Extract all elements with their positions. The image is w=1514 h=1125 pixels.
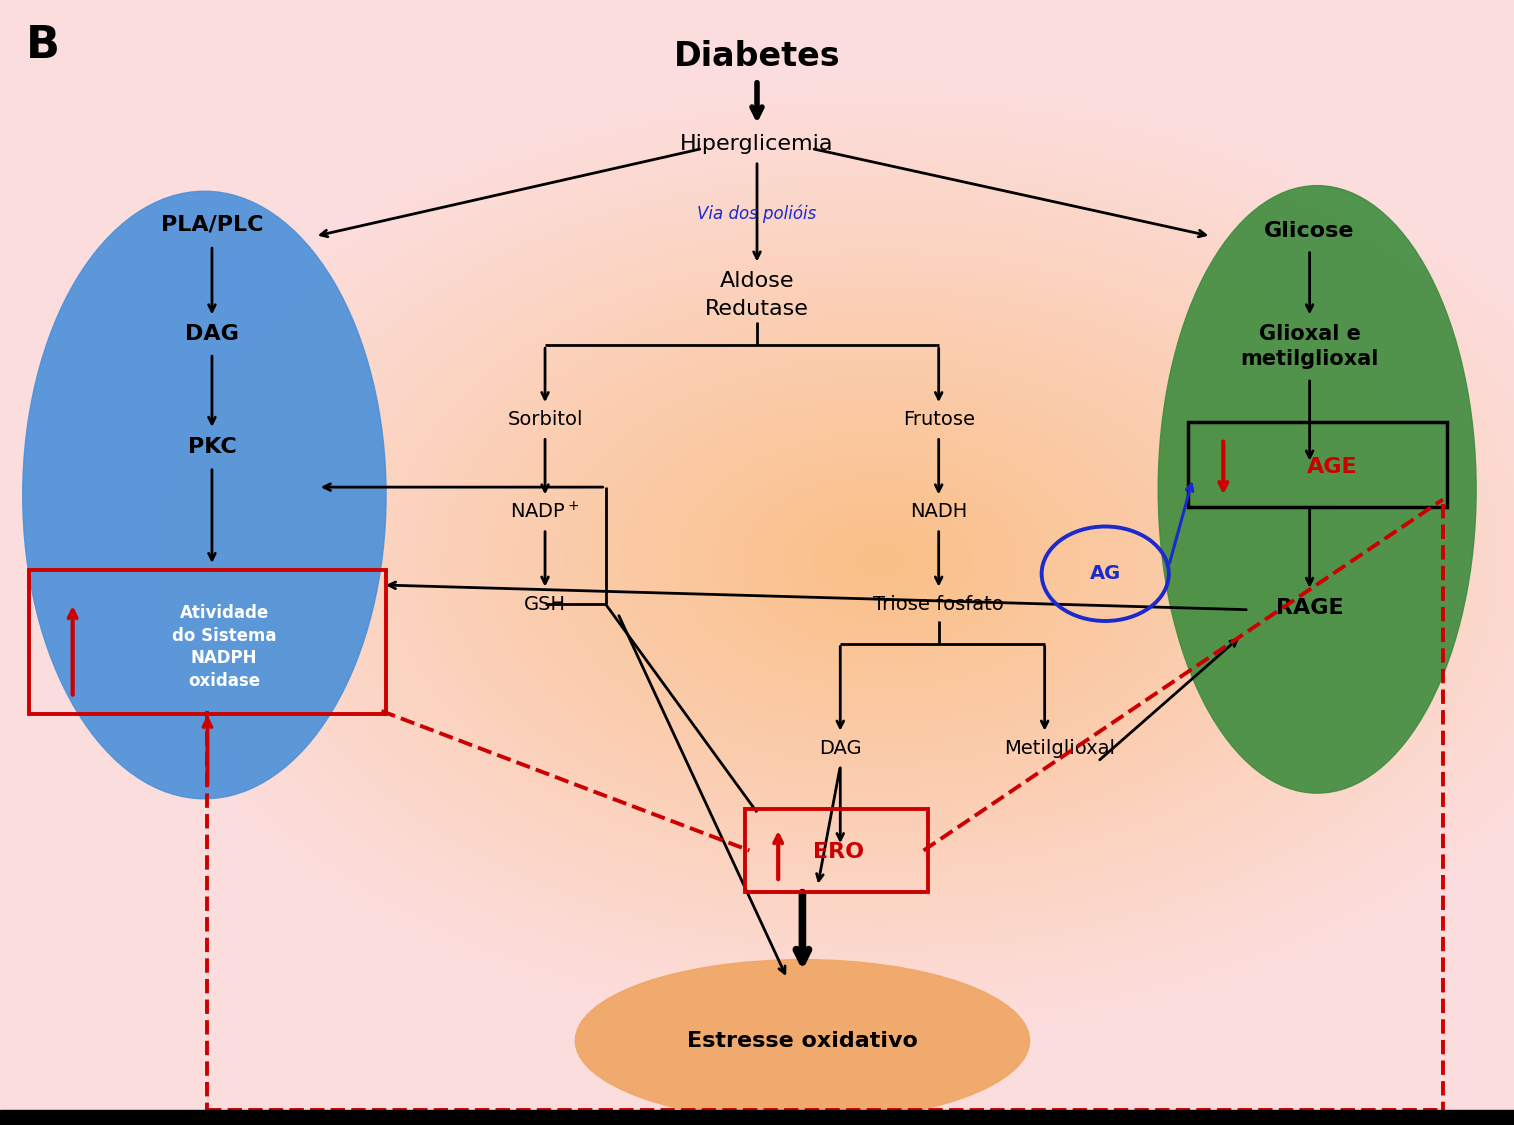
Text: DAG: DAG (185, 324, 239, 344)
Text: ERO: ERO (813, 842, 864, 862)
Text: Redutase: Redutase (706, 299, 808, 319)
Text: Aldose: Aldose (719, 271, 795, 291)
Text: Frutose: Frutose (902, 411, 975, 429)
Text: do Sistema: do Sistema (171, 627, 277, 645)
Text: Glioxal e: Glioxal e (1258, 324, 1361, 344)
Text: B: B (26, 24, 59, 66)
Text: metilglioxal: metilglioxal (1240, 349, 1379, 369)
Text: AG: AG (1090, 565, 1120, 583)
Ellipse shape (575, 960, 1030, 1122)
Text: Estresse oxidativo: Estresse oxidativo (687, 1030, 917, 1051)
Text: DAG: DAG (819, 739, 861, 757)
Text: NADH: NADH (910, 503, 967, 521)
Text: Atividade: Atividade (180, 604, 268, 622)
Text: Metilglioxal: Metilglioxal (1004, 739, 1116, 757)
Text: RAGE: RAGE (1276, 597, 1343, 618)
Text: Sorbitol: Sorbitol (507, 411, 583, 429)
Text: Via dos polióis: Via dos polióis (698, 205, 816, 223)
Bar (0, 1110, 1514, 1125)
Text: NADPH: NADPH (191, 649, 257, 667)
Text: AGE: AGE (1307, 457, 1358, 477)
Text: NADP$^+$: NADP$^+$ (510, 502, 580, 522)
Text: Glicose: Glicose (1264, 220, 1355, 241)
Ellipse shape (23, 191, 386, 799)
Text: Diabetes: Diabetes (674, 39, 840, 73)
Text: Hiperglicemia: Hiperglicemia (680, 134, 834, 154)
Text: GSH: GSH (524, 595, 566, 613)
Text: PKC: PKC (188, 436, 236, 457)
Text: oxidase: oxidase (188, 672, 260, 690)
Text: Triose fosfato: Triose fosfato (874, 595, 1004, 613)
Ellipse shape (1158, 186, 1476, 793)
Text: PLA/PLC: PLA/PLC (160, 215, 263, 235)
